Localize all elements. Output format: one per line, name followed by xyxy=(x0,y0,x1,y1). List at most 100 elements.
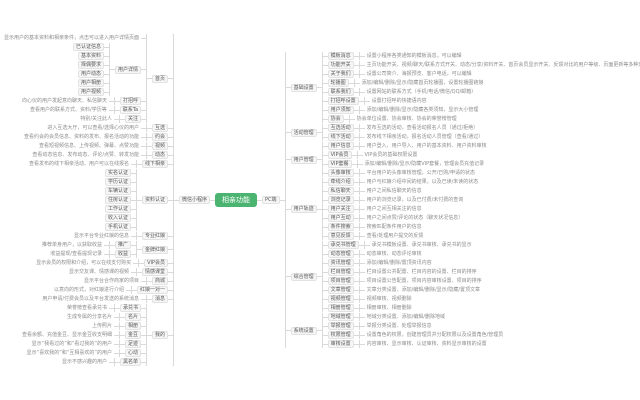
mindmap-topic[interactable]: 红娘一对一 xyxy=(137,286,169,294)
mindmap-leaf-text[interactable]: 显示用户的基本资料和相亲条件，点击可以进入用户详情页面 xyxy=(4,35,140,41)
mindmap-topic[interactable]: 约会 xyxy=(152,133,169,141)
mindmap-leaf-text[interactable]: 进入互选大厅，可以查看/选择心仪的用户 xyxy=(47,125,140,131)
mindmap-topic[interactable]: 车辆认证 xyxy=(105,187,132,195)
mindmap-topic[interactable]: 举报管理 xyxy=(327,322,354,330)
mindmap-leaf-text[interactable]: 查看用户的联系方式、资料/学历等 xyxy=(30,107,107,113)
mindmap-topic[interactable]: 专业红娘 xyxy=(142,232,169,240)
mindmap-topic[interactable]: 动态 xyxy=(152,151,169,159)
mindmap-leaf-text[interactable]: 内容审核、显示审核、认证审核、资料显示审核的设置 xyxy=(366,341,487,347)
mindmap-topic[interactable]: 心动 xyxy=(125,349,142,357)
mindmap-topic[interactable]: 活动管理 xyxy=(290,128,317,137)
mindmap-leaf-text[interactable]: 上传照片 xyxy=(91,323,112,329)
mindmap-topic[interactable]: 承兑书管理 xyxy=(327,241,359,249)
mindmap-topic[interactable]: 权限管理 xyxy=(327,331,354,339)
mindmap-topic[interactable]: 承兑书 xyxy=(120,304,142,312)
mindmap-leaf-text[interactable]: 用户之间点赞/评论的状态（聊天状况信息） xyxy=(366,215,464,221)
mindmap-leaf-text[interactable]: 显示平台合作商家的项目 xyxy=(84,278,140,284)
mindmap-topic[interactable]: 相册管理 xyxy=(327,304,354,312)
mindmap-leaf-text[interactable]: 设置小程序各类通知的模板消息，可以编辑 xyxy=(366,53,462,59)
mindmap-leaf-text[interactable]: 栏目设置公共配置、栏目内容的设置、栏目的排序 xyxy=(366,269,477,275)
mindmap-topic[interactable]: 手机认证 xyxy=(105,223,132,231)
mindmap-leaf-text[interactable]: 动态审核、动态评论审核 xyxy=(366,251,422,257)
mindmap-topic[interactable]: 消息 xyxy=(152,295,169,303)
mindmap-topic[interactable]: 用户须知 xyxy=(327,106,354,114)
mindmap-topic[interactable]: 协会 xyxy=(327,115,344,123)
mindmap-topic[interactable]: 择偶要求 xyxy=(77,61,104,69)
mindmap-topic[interactable]: 线下活动 xyxy=(327,133,354,141)
mindmap-topic[interactable]: 牵线介绍 xyxy=(327,178,354,186)
mindmap-leaf-text[interactable]: 查看约会的会员信息、资料的发布、报名活动的功能 xyxy=(24,134,140,140)
mindmap-topic[interactable]: 基本资料 xyxy=(77,52,104,60)
mindmap-topic[interactable]: 联系Ta xyxy=(119,106,142,114)
mindmap-topic[interactable]: 金牌红娘 xyxy=(142,245,169,254)
mindmap-topic[interactable]: 轮播图 xyxy=(327,79,349,87)
mindmap-leaf-text[interactable]: 协会单位设置、协会审核、协会的荣誉榜管理 xyxy=(356,116,457,122)
mindmap-topic[interactable]: VIP会员 xyxy=(144,259,169,267)
mindmap-leaf-text[interactable]: 文章分类设置、添加/编辑/删除/显示/隐藏/置顶文章 xyxy=(366,287,481,293)
mindmap-leaf-text[interactable]: 用户之间互相关注的信息 xyxy=(366,206,422,212)
mindmap-leaf-text[interactable]: 用户申请/付费会员以及平台发送的系统消息 xyxy=(42,296,140,302)
mindmap-topic[interactable]: 用户关注 xyxy=(327,205,354,213)
mindmap-leaf-text[interactable]: 显示平台专业红娘的信息 xyxy=(74,233,130,239)
mindmap-topic[interactable]: 栏目管理 xyxy=(327,268,354,276)
mindmap-topic[interactable]: 住房认证 xyxy=(105,196,132,204)
mindmap-leaf-text[interactable]: 地域分类设置、添加/编辑/删除地域 xyxy=(366,314,445,320)
mindmap-topic[interactable]: 基础设置 xyxy=(290,83,317,92)
mindmap-topic[interactable]: 打招呼 xyxy=(120,97,142,105)
mindmap-topic[interactable]: 视频 xyxy=(152,142,169,150)
mindmap-topic[interactable]: 工作认证 xyxy=(105,205,132,213)
mindmap-topic[interactable]: 私信聊天 xyxy=(327,187,354,195)
mindmap-topic[interactable]: 收入认证 xyxy=(105,214,132,222)
mindmap-topic[interactable]: 用户动态 xyxy=(77,70,104,78)
mindmap-topic[interactable]: 互选活动 xyxy=(327,124,354,132)
mindmap-leaf-text[interactable]: 查看余额、充值金豆、显示金豆收支明细 xyxy=(21,332,112,338)
mindmap-topic[interactable]: 综合管理 xyxy=(290,272,317,281)
mindmap-topic[interactable]: 首页 xyxy=(152,74,169,83)
mindmap-topic[interactable]: 打招呼设置 xyxy=(327,97,359,105)
mindmap-leaf-text[interactable]: 发布互选的活动，查看活动报名人员（通过/拒绝） xyxy=(366,125,479,131)
mindmap-topic[interactable]: 足迹 xyxy=(125,340,142,348)
mindmap-topic[interactable]: PC端 xyxy=(262,196,280,204)
mindmap-topic[interactable]: 功能开关 xyxy=(327,61,354,69)
mindmap-leaf-text[interactable]: 查看/处理用户提交的反馈 xyxy=(366,233,424,239)
mindmap-topic[interactable]: 已认证信息 xyxy=(72,43,104,51)
mindmap-topic[interactable]: VIP套餐 xyxy=(327,160,352,168)
mindmap-topic[interactable]: 项目管理 xyxy=(327,277,354,285)
mindmap-leaf-text[interactable]: 设置公司简介、海报预览、客户电话，可以编辑 xyxy=(366,71,472,77)
mindmap-topic[interactable]: 相册 xyxy=(125,322,142,330)
mindmap-leaf-text[interactable]: 视频审核、视频删除 xyxy=(366,296,412,302)
mindmap-leaf-text[interactable]: 荣誉榜查看承兑书 xyxy=(66,305,107,311)
mindmap-leaf-text[interactable]: 显示“我看过的”和“看过我的”的用户 xyxy=(31,341,112,347)
mindmap-topic[interactable]: 资讯管理 xyxy=(327,259,354,267)
mindmap-leaf-text[interactable]: 以意向的形式，对红娘进行介绍 xyxy=(54,287,125,293)
mindmap-leaf-text[interactable]: 显示会员的权限和介绍，可以在线支付购买 xyxy=(36,260,132,266)
mindmap-topic[interactable]: 推广 xyxy=(115,241,132,249)
mindmap-leaf-text[interactable]: 生成专属的分享名片 xyxy=(66,314,112,320)
mindmap-leaf-text[interactable]: 用户的浏览记录，以及已付费/未付费的查询 xyxy=(366,197,464,203)
mindmap-leaf-text[interactable]: 显示“喜欢我的”和“互相喜欢的”的用户 xyxy=(26,350,112,356)
mindmap-leaf-text[interactable]: 发布线下相亲活动，报名活动人员管理（查看/通过） xyxy=(366,134,484,140)
mindmap-leaf-text[interactable]: 搜索匹配条件用户的信息 xyxy=(366,224,422,230)
mindmap-topic[interactable]: 情感课堂 xyxy=(142,268,169,276)
mindmap-topic[interactable]: 线下相亲 xyxy=(142,160,169,168)
mindmap-leaf-text[interactable]: 查看动态信息、发布动态、评论/点赞、转发功能 xyxy=(32,152,140,158)
mindmap-leaf-text[interactable]: 显示不感兴趣的用户 xyxy=(61,359,107,365)
mindmap-topic[interactable]: 用户信息 xyxy=(327,142,354,150)
mindmap-leaf-text[interactable]: 举报分类设置、处理举报信息 xyxy=(366,323,432,329)
mindmap-leaf-text[interactable]: 设置打招呼的快捷语内容 xyxy=(371,98,427,104)
mindmap-leaf-text[interactable]: 设置网站的联系方式（手机/电话/微信/QQ/邮箱） xyxy=(366,89,477,95)
mindmap-topic[interactable]: 条件搜索 xyxy=(327,223,354,231)
mindmap-topic[interactable]: 微信小程序 xyxy=(179,196,211,204)
mindmap-leaf-text[interactable]: 用户登入、用户导入、用户的基本资料、用户资料审核 xyxy=(366,143,487,149)
mindmap-topic[interactable]: 动态管理 xyxy=(327,250,354,258)
root-topic[interactable]: 相亲功能 xyxy=(215,193,258,207)
mindmap-topic[interactable]: 黑名单 xyxy=(120,358,142,366)
mindmap-topic[interactable]: 联系我们 xyxy=(327,88,354,96)
mindmap-topic[interactable]: 用户视频 xyxy=(77,88,104,96)
mindmap-leaf-text[interactable]: 主页功能开关、视频/聊天/联系方式开关、动态/分享/资料开关、首页会员显示开关、… xyxy=(366,62,640,68)
mindmap-leaf-text[interactable]: 添加/编辑/删除/显示/隐藏VIP套餐，管理会员充值记录 xyxy=(364,161,485,167)
mindmap-topic[interactable]: 文章管理 xyxy=(327,286,354,294)
mindmap-leaf-text[interactable]: 平台用户的头像审核管理，公开/已购/申请的状态 xyxy=(366,170,475,176)
mindmap-topic[interactable]: 资料认证 xyxy=(142,196,169,204)
mindmap-leaf-text[interactable]: 用户之间私信聊天的信息 xyxy=(366,188,422,194)
